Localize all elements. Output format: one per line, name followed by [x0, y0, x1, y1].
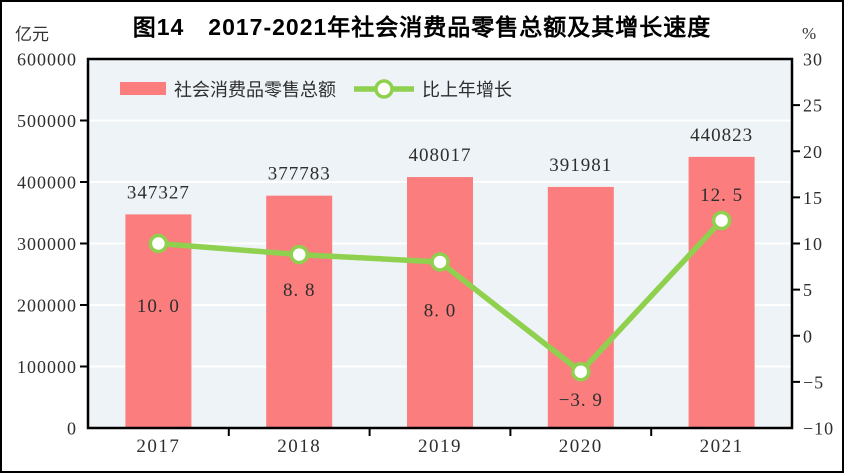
growth-value-label: 8. 0: [424, 300, 457, 321]
bar-value-label: 391981: [549, 155, 612, 176]
right-axis-tick-label: 0: [803, 326, 813, 346]
year-label: 2019: [418, 436, 462, 457]
legend-bar-label: 社会消费品零售总额: [174, 80, 336, 100]
legend-line-marker: [374, 79, 394, 99]
right-axis-tick-label: 30: [803, 50, 823, 70]
year-label: 2018: [277, 436, 321, 457]
right-axis-tick-label: −5: [803, 372, 824, 392]
bar-value-label: 408017: [409, 145, 472, 166]
left-axis-tick-label: 200000: [17, 296, 77, 316]
year-label: 2020: [559, 436, 603, 457]
left-axis-tick-label: 600000: [17, 50, 77, 70]
growth-marker: [571, 361, 591, 382]
growth-marker: [289, 244, 309, 265]
right-axis-tick-label: −10: [803, 419, 834, 439]
bar: [266, 195, 333, 428]
year-label: 2017: [136, 436, 180, 457]
growth-value-label: 12. 5: [700, 185, 743, 206]
bar: [407, 177, 473, 428]
growth-value-label: 10. 0: [137, 296, 180, 317]
left-axis-tick-label: 300000: [17, 234, 77, 254]
right-axis-tick-label: 25: [803, 96, 823, 116]
growth-value-label: −3. 9: [559, 390, 603, 411]
growth-marker: [148, 233, 169, 254]
legend-bar-swatch: [120, 82, 166, 95]
growth-marker: [430, 252, 450, 272]
chart-title: 图14 2017-2021年社会消费品零售总额及其增长速度: [132, 14, 712, 40]
right-axis-tick-label: 15: [803, 188, 823, 208]
right-axis-tick-label: 20: [803, 142, 823, 162]
bar: [547, 186, 614, 428]
left-axis-tick-label: 500000: [17, 111, 77, 131]
left-axis-tick-label: 400000: [17, 173, 77, 193]
left-axis-tick-label: 0: [67, 419, 77, 439]
legend-line-label: 比上年增长: [422, 80, 512, 100]
left-axis-unit: 亿元: [15, 25, 49, 44]
bar-value-label: 347327: [127, 182, 190, 203]
bar-value-label: 377783: [268, 164, 331, 185]
bar: [688, 156, 755, 428]
bar-value-label: 440823: [690, 125, 753, 146]
right-axis-tick-label: 10: [803, 234, 823, 254]
year-label: 2021: [700, 436, 744, 457]
right-axis-unit: %: [802, 24, 817, 43]
growth-marker: [711, 210, 732, 231]
right-axis-tick-label: 5: [803, 280, 813, 300]
growth-value-label: 8. 8: [283, 280, 316, 301]
left-axis-tick-label: 100000: [17, 357, 77, 377]
